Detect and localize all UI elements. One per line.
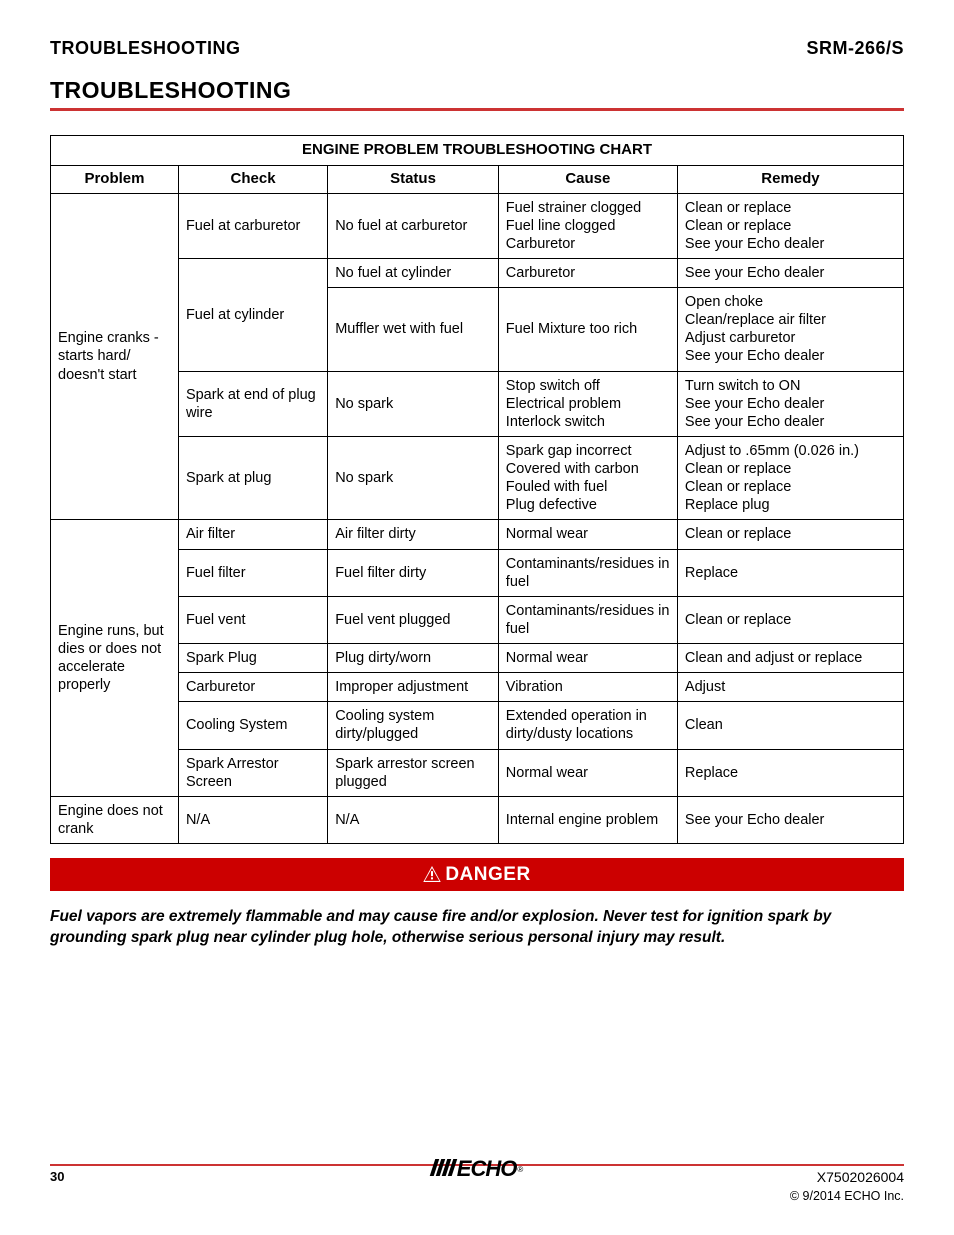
table-cell: Fuel at carburetor [178, 193, 327, 258]
table-cell: See your Echo dealer [677, 796, 903, 843]
table-cell: Adjust [677, 673, 903, 702]
table-cell: Fuel vent [178, 596, 327, 643]
table-cell: No fuel at cylinder [328, 258, 499, 287]
table-cell: Fuel filter [178, 549, 327, 596]
table-cell: See your Echo dealer [677, 258, 903, 287]
column-header: Problem [51, 165, 179, 193]
table-row: Engine runs, but dies or does not accele… [51, 520, 904, 549]
table-cell: Open chokeClean/replace air filterAdjust… [677, 288, 903, 372]
page-footer: ECHO® 30 X7502026004 © 9/2014 ECHO Inc. [50, 1164, 904, 1205]
table-cell: No fuel at carburetor [328, 193, 499, 258]
table-row: CarburetorImproper adjustmentVibrationAd… [51, 673, 904, 702]
table-cell: Fuel vent plugged [328, 596, 499, 643]
table-cell: Fuel at cylinder [178, 258, 327, 371]
table-cell: Clean and adjust or replace [677, 644, 903, 673]
table-row: Spark at end of plug wireNo sparkStop sw… [51, 371, 904, 436]
table-cell: Replace [677, 549, 903, 596]
table-cell: Air filter dirty [328, 520, 499, 549]
table-cell: Vibration [498, 673, 677, 702]
table-cell: Spark arrestor screen plugged [328, 749, 499, 796]
column-header: Remedy [677, 165, 903, 193]
table-cell: Spark gap incorrectCovered with carbonFo… [498, 436, 677, 520]
table-cell: Spark at end of plug wire [178, 371, 327, 436]
table-cell: Normal wear [498, 749, 677, 796]
table-cell: Muffler wet with fuel [328, 288, 499, 372]
table-cell: Normal wear [498, 644, 677, 673]
table-cell: Plug dirty/worn [328, 644, 499, 673]
column-header: Cause [498, 165, 677, 193]
table-cell: Clean or replace [677, 596, 903, 643]
table-cell: Improper adjustment [328, 673, 499, 702]
danger-bar: DANGER [50, 858, 904, 891]
table-cell: Engine does not crank [51, 796, 179, 843]
table-cell: N/A [178, 796, 327, 843]
header-right: SRM-266/S [806, 38, 904, 59]
table-row: Engine does not crankN/AN/AInternal engi… [51, 796, 904, 843]
table-cell: Clean [677, 702, 903, 749]
table-cell: Cooling System [178, 702, 327, 749]
section-title: TROUBLESHOOTING [50, 77, 904, 111]
table-row: Spark Arrestor ScreenSpark arrestor scre… [51, 749, 904, 796]
table-cell: Spark at plug [178, 436, 327, 520]
brand-logo: ECHO® [432, 1156, 522, 1182]
table-cell: Fuel filter dirty [328, 549, 499, 596]
danger-text: Fuel vapors are extremely flammable and … [50, 907, 904, 949]
table-row: Spark PlugPlug dirty/wornNormal wearClea… [51, 644, 904, 673]
table-row: Engine cranks - starts hard/ doesn't sta… [51, 193, 904, 258]
logo-text: ECHO [457, 1156, 517, 1182]
troubleshooting-table: ENGINE PROBLEM TROUBLESHOOTING CHART Pro… [50, 135, 904, 844]
table-cell: Engine runs, but dies or does not accele… [51, 520, 179, 796]
table-cell: Carburetor [178, 673, 327, 702]
table-row: Fuel filterFuel filter dirtyContaminants… [51, 549, 904, 596]
table-cell: Clean or replace [677, 520, 903, 549]
table-cell: Contaminants/residues in fuel [498, 549, 677, 596]
table-row: Fuel at cylinderNo fuel at cylinderCarbu… [51, 258, 904, 287]
table-title: ENGINE PROBLEM TROUBLESHOOTING CHART [51, 136, 904, 166]
page-header: TROUBLESHOOTING SRM-266/S [50, 38, 904, 59]
table-cell: Clean or replaceClean or replaceSee your… [677, 193, 903, 258]
table-cell: Spark Arrestor Screen [178, 749, 327, 796]
copyright: © 9/2014 ECHO Inc. [790, 1189, 904, 1203]
column-header: Status [328, 165, 499, 193]
page-number: 30 [50, 1169, 64, 1184]
table-cell: No spark [328, 371, 499, 436]
header-left: TROUBLESHOOTING [50, 38, 241, 59]
table-cell: Extended operation in dirty/dusty locati… [498, 702, 677, 749]
table-cell: Spark Plug [178, 644, 327, 673]
table-cell: Stop switch offElectrical problemInterlo… [498, 371, 677, 436]
table-cell: Adjust to .65mm (0.026 in.)Clean or repl… [677, 436, 903, 520]
column-header: Check [178, 165, 327, 193]
table-cell: No spark [328, 436, 499, 520]
table-row: Fuel ventFuel vent pluggedContaminants/r… [51, 596, 904, 643]
danger-label: DANGER [445, 864, 530, 885]
table-row: Spark at plugNo sparkSpark gap incorrect… [51, 436, 904, 520]
table-cell: Fuel strainer cloggedFuel line cloggedCa… [498, 193, 677, 258]
table-cell: Fuel Mixture too rich [498, 288, 677, 372]
table-cell: Cooling system dirty/plugged [328, 702, 499, 749]
table-cell: Internal engine problem [498, 796, 677, 843]
table-cell: N/A [328, 796, 499, 843]
warning-icon [423, 866, 441, 882]
doc-number: X7502026004 [817, 1169, 904, 1185]
table-row: Cooling SystemCooling system dirty/plugg… [51, 702, 904, 749]
table-cell: Engine cranks - starts hard/ doesn't sta… [51, 193, 179, 520]
table-cell: Air filter [178, 520, 327, 549]
table-cell: Turn switch to ONSee your Echo dealerSee… [677, 371, 903, 436]
table-cell: Normal wear [498, 520, 677, 549]
table-cell: Contaminants/residues in fuel [498, 596, 677, 643]
table-cell: Carburetor [498, 258, 677, 287]
table-cell: Replace [677, 749, 903, 796]
